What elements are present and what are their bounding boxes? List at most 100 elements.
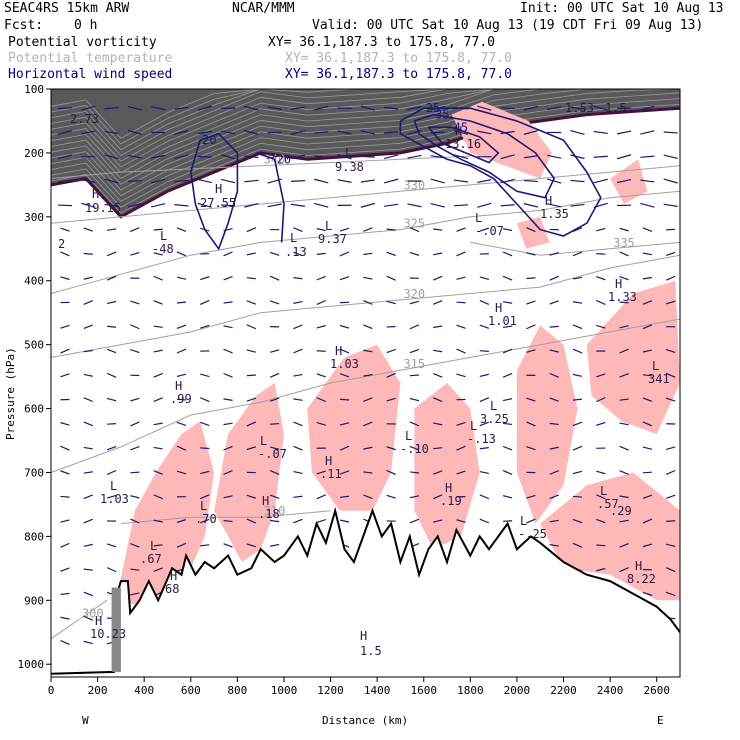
wind-vector bbox=[572, 348, 583, 354]
wind-contour bbox=[190, 132, 239, 251]
wind-vector bbox=[642, 518, 653, 524]
wind-vector bbox=[314, 105, 329, 111]
wind-vector bbox=[267, 203, 282, 208]
theta-contour bbox=[51, 318, 680, 473]
wind-vector bbox=[386, 372, 396, 378]
extremum-label: 1.01 bbox=[488, 314, 517, 328]
wind-vector bbox=[83, 494, 93, 500]
y-tick-label: 500 bbox=[24, 339, 44, 352]
wind-vector bbox=[526, 518, 536, 524]
wind-vector bbox=[642, 591, 653, 596]
wind-vector bbox=[479, 470, 489, 474]
wind-vector bbox=[104, 130, 119, 134]
wind-vector bbox=[596, 421, 606, 426]
wind-vector bbox=[60, 640, 70, 645]
wind-vector bbox=[640, 155, 655, 158]
wind-vector bbox=[619, 276, 629, 281]
wind-vector bbox=[174, 106, 189, 110]
extremum-label: H bbox=[92, 187, 99, 201]
wind-vector bbox=[57, 179, 73, 183]
wind-vector bbox=[642, 276, 652, 280]
cloud-patch bbox=[610, 159, 648, 204]
wind-vector bbox=[339, 373, 350, 378]
wind-vector bbox=[619, 542, 629, 548]
wind-vector bbox=[130, 518, 140, 524]
wind-vector bbox=[130, 397, 140, 402]
wind-vector bbox=[572, 470, 583, 475]
wind-vector bbox=[640, 130, 655, 135]
wind-vector bbox=[526, 446, 536, 451]
wind-vector bbox=[572, 301, 583, 304]
wind-vector bbox=[619, 373, 629, 378]
wind-contour-label: 25 bbox=[426, 101, 440, 115]
wind-vector bbox=[665, 275, 676, 281]
wind-vector bbox=[433, 519, 443, 523]
wind-vector bbox=[269, 251, 280, 256]
wind-vector bbox=[60, 348, 70, 354]
wind-vector bbox=[479, 324, 490, 329]
wind-vector bbox=[593, 130, 608, 135]
wind-vector bbox=[293, 421, 303, 427]
wind-vector bbox=[596, 227, 606, 232]
wind-vector bbox=[269, 372, 280, 378]
wind-vector bbox=[549, 252, 559, 256]
wind-vector bbox=[106, 397, 117, 402]
wind-contour-label: 20 bbox=[277, 152, 291, 166]
wind-vector bbox=[572, 373, 583, 377]
wind-vector bbox=[503, 325, 513, 329]
wind-vector bbox=[339, 445, 350, 451]
wind-vector bbox=[433, 422, 443, 426]
wind-vector bbox=[502, 348, 513, 354]
wind-vector bbox=[127, 203, 142, 208]
extremum-label: 1.5 bbox=[360, 644, 382, 658]
extremum-label: L bbox=[260, 434, 267, 448]
wind-vector bbox=[197, 155, 212, 158]
extremum-label: L bbox=[150, 539, 157, 553]
wind-vector bbox=[220, 154, 236, 160]
pv-contour-line bbox=[51, 89, 680, 168]
y-tick-label: 200 bbox=[24, 147, 44, 160]
wind-vector bbox=[339, 251, 350, 257]
wind-vector bbox=[57, 204, 73, 207]
wind-vector bbox=[409, 251, 420, 256]
wind-vector bbox=[153, 544, 163, 547]
y-tick-label: 1000 bbox=[18, 658, 45, 671]
wind-vector bbox=[570, 179, 585, 183]
theta-contour-label: 320 bbox=[403, 287, 425, 301]
wind-contour-label: 45 bbox=[454, 120, 468, 134]
wind-vector bbox=[593, 202, 608, 208]
wind-vector bbox=[200, 494, 210, 500]
wind-vector bbox=[104, 106, 119, 110]
wind-vector bbox=[150, 178, 166, 184]
x-tick-label: 600 bbox=[181, 684, 201, 697]
x-tick-label: 1200 bbox=[317, 684, 344, 697]
wind-vector bbox=[409, 300, 420, 305]
x-tick-label: 1400 bbox=[364, 684, 391, 697]
wind-vector bbox=[106, 348, 117, 354]
wind-vector bbox=[107, 325, 117, 328]
wind-vector bbox=[407, 129, 422, 136]
wind-vector bbox=[337, 154, 352, 160]
wind-vector bbox=[176, 398, 186, 401]
wind-vector bbox=[57, 130, 73, 135]
wind-vector bbox=[363, 227, 373, 232]
wind-vector bbox=[200, 276, 210, 281]
wind-vector bbox=[176, 251, 187, 257]
wind-vector bbox=[407, 203, 422, 208]
wind-vector bbox=[596, 276, 606, 281]
extremum-label: L bbox=[110, 479, 117, 493]
wind-vector bbox=[596, 518, 606, 524]
wind-vector bbox=[60, 251, 70, 257]
extremum-label: H bbox=[635, 559, 642, 573]
wind-vector bbox=[130, 227, 140, 233]
wind-vector bbox=[642, 374, 652, 377]
wind-vector bbox=[596, 494, 606, 500]
wind-vector bbox=[293, 300, 303, 304]
wind-vector bbox=[223, 348, 233, 354]
wind-vector bbox=[549, 372, 559, 378]
wind-vector bbox=[433, 470, 443, 475]
extremum-label: L bbox=[345, 146, 352, 160]
cloud-patch bbox=[516, 325, 578, 524]
wind-vector bbox=[106, 446, 117, 451]
wind-vector bbox=[453, 204, 469, 207]
